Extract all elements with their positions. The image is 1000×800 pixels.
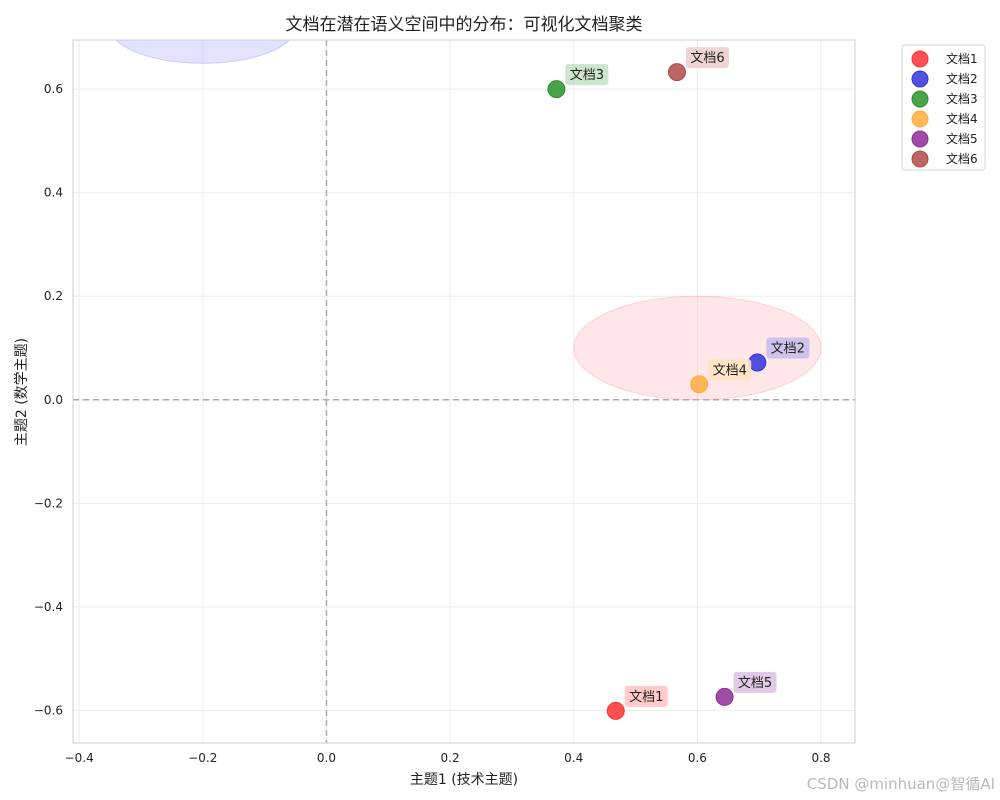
legend-label: 文档5 [946, 131, 978, 146]
x-tick-label: 0.0 [317, 751, 336, 765]
y-axis-ticks: −0.6 −0.4 −0.2 0.0 0.2 0.4 0.6 [34, 82, 63, 717]
legend-items: 文档1 文档2 文档3 文档4 文档5 文档6 [911, 50, 978, 168]
point-label: 文档4 [713, 363, 747, 378]
y-axis-label: 主题2 (数学主题) [14, 338, 30, 446]
plot-frame [72, 39, 856, 744]
point-label: 文档6 [690, 51, 724, 66]
y-tick-label: 0.0 [44, 393, 63, 407]
x-tick-label: 0.4 [564, 751, 583, 765]
point-labels: 文档1 文档2 文档3 文档4 文档5 文档6 [565, 47, 810, 707]
legend-label: 文档6 [946, 151, 978, 166]
y-tick-label: −0.6 [34, 703, 63, 717]
y-tick-label: 0.4 [44, 186, 63, 200]
watermark: CSDN @minhuan@智循AI [807, 775, 995, 793]
data-points [547, 63, 767, 720]
point-label: 文档2 [771, 342, 805, 357]
data-point [667, 63, 686, 82]
legend-label: 文档2 [946, 71, 978, 86]
data-point [715, 687, 734, 706]
legend-marker [911, 50, 929, 68]
y-tick-label: −0.2 [34, 496, 63, 510]
legend-label: 文档4 [946, 111, 978, 126]
x-axis-ticks: −0.4 −0.2 0.0 0.2 0.4 0.6 0.8 [65, 751, 831, 765]
x-tick-label: −0.2 [188, 751, 217, 765]
x-tick-label: −0.4 [65, 751, 94, 765]
x-tick-label: 0.6 [688, 751, 707, 765]
point-label: 文档5 [738, 676, 772, 691]
x-tick-label: 0.8 [811, 751, 830, 765]
cluster-ellipse [115, 40, 291, 64]
data-point [690, 375, 709, 394]
point-label-background [565, 64, 609, 86]
reference-lines [73, 40, 855, 743]
data-point [547, 80, 566, 99]
legend-marker [911, 110, 929, 128]
data-point [748, 353, 767, 372]
legend-label: 文档3 [946, 91, 978, 106]
legend-marker [911, 70, 929, 88]
point-label: 文档1 [629, 690, 663, 705]
legend-marker [911, 150, 929, 168]
x-tick-label: 0.2 [441, 751, 460, 765]
y-tick-label: 0.6 [44, 82, 63, 96]
point-label-background [624, 685, 668, 707]
legend-label: 文档1 [946, 51, 978, 66]
data-point [606, 701, 625, 720]
point-label-background [766, 337, 810, 359]
x-axis-label: 主题1 (技术主题) [410, 772, 518, 788]
point-label: 文档3 [570, 68, 604, 83]
point-label-background [708, 359, 752, 381]
legend-marker [911, 130, 929, 148]
point-label-background [733, 671, 777, 693]
chart-title: 文档在潜在语义空间中的分布：可视化文档聚类 [286, 15, 643, 35]
point-label-background [685, 47, 729, 69]
legend-marker [911, 90, 929, 108]
cluster-ellipses [115, 40, 822, 401]
legend: 文档1 文档2 文档3 文档4 文档5 文档6 [901, 44, 986, 171]
y-tick-label: −0.4 [34, 600, 63, 614]
y-tick-label: 0.2 [44, 289, 63, 303]
